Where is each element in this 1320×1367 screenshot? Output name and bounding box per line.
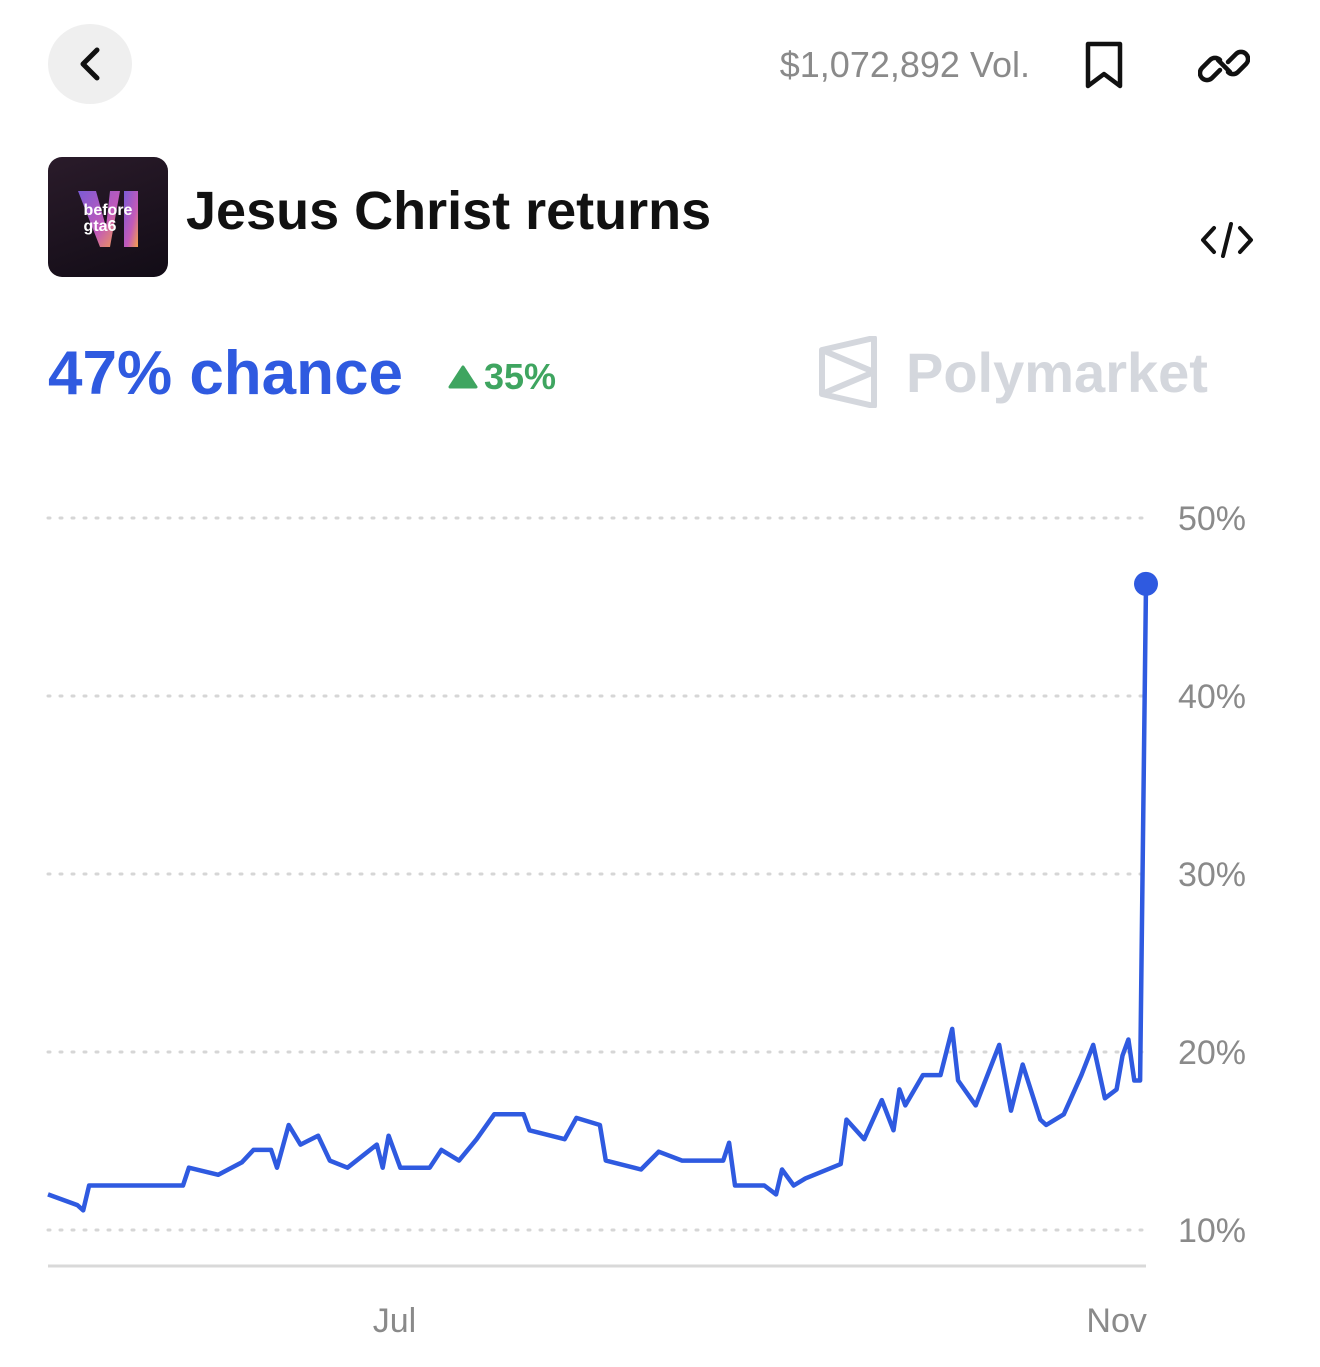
brand-name: Polymarket [906, 340, 1208, 404]
chevron-left-icon [80, 47, 100, 81]
link-icon[interactable] [1198, 40, 1250, 92]
current-value-dot [1134, 571, 1158, 596]
svg-text:before: before [84, 202, 133, 219]
bookmark-icon[interactable] [1084, 40, 1124, 90]
polymarket-logo-icon [819, 336, 877, 408]
triangle-up-icon [448, 365, 478, 389]
chance-value: 47% chance [48, 339, 403, 408]
svg-text:gta6: gta6 [84, 218, 117, 235]
change-value: 35% [484, 356, 557, 397]
y-tick-label: 40% [1178, 678, 1246, 716]
y-tick-label: 20% [1178, 1034, 1246, 1072]
y-tick-label: 50% [1178, 500, 1246, 538]
y-tick-label: 30% [1178, 856, 1246, 894]
x-tick-label: Nov [1086, 1302, 1146, 1340]
back-button[interactable] [48, 24, 132, 104]
series-line [47, 583, 1149, 1213]
polymarket-watermark: Polymarket [818, 336, 1208, 408]
change-badge: 35% [448, 356, 556, 398]
volume-label: $1,072,892 Vol. [779, 44, 1030, 85]
market-title: Jesus Christ returns [186, 181, 712, 241]
x-tick-label: Jul [373, 1302, 416, 1340]
code-icon[interactable] [1200, 220, 1254, 260]
y-tick-label: 10% [1178, 1212, 1246, 1250]
market-logo: before gta6 [48, 157, 168, 277]
